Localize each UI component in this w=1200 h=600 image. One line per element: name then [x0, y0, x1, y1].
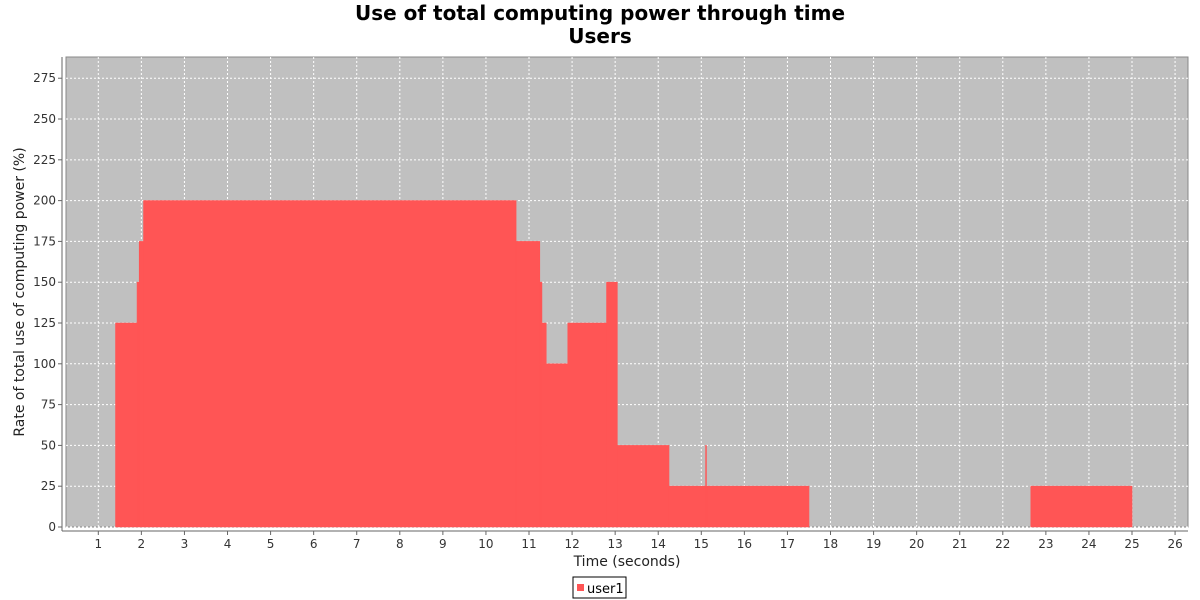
y-tick-label: 150	[33, 275, 56, 289]
x-tick-label: 4	[224, 537, 232, 551]
x-tick-label: 13	[608, 537, 623, 551]
legend-box	[572, 576, 627, 599]
x-tick-label: 25	[1124, 537, 1139, 551]
x-tick-label: 14	[651, 537, 666, 551]
x-tick-label: 24	[1081, 537, 1096, 551]
y-tick-label: 125	[33, 316, 56, 330]
series-area-user1	[115, 200, 1133, 528]
x-tick-label: 5	[267, 537, 275, 551]
y-tick-label: 250	[33, 112, 56, 126]
x-tick-label: 10	[478, 537, 493, 551]
y-tick-label: 100	[33, 357, 56, 371]
x-tick-label: 9	[439, 537, 447, 551]
legend-label-user1: user1	[587, 582, 624, 597]
legend-swatch-user1	[577, 584, 584, 591]
y-tick-label: 200	[33, 194, 56, 208]
y-tick-label: 175	[33, 234, 56, 248]
x-tick-label: 23	[1038, 537, 1053, 551]
x-tick-label: 6	[310, 537, 318, 551]
y-tick-label: 25	[41, 479, 56, 493]
x-tick-label: 17	[780, 537, 795, 551]
x-tick-label: 19	[866, 537, 881, 551]
y-tick-label: 225	[33, 153, 56, 167]
x-tick-label: 16	[737, 537, 752, 551]
x-tick-label: 15	[694, 537, 709, 551]
x-tick-label: 26	[1167, 537, 1182, 551]
y-axis-label: Rate of total use of computing power (%)	[12, 147, 28, 436]
y-tick-label: 275	[33, 71, 56, 85]
x-tick-label: 20	[909, 537, 924, 551]
x-axis-label: Time (seconds)	[573, 554, 681, 570]
x-tick-label: 22	[995, 537, 1010, 551]
y-tick-label: 0	[48, 520, 56, 534]
x-tick-label: 1	[94, 537, 102, 551]
chart-subtitle: Users	[568, 24, 631, 48]
x-tick-label: 7	[353, 537, 361, 551]
y-tick-label: 50	[41, 438, 56, 452]
chart-title: Use of total computing power through tim…	[355, 1, 845, 25]
x-tick-label: 11	[521, 537, 536, 551]
axes	[58, 57, 1188, 535]
series-layer	[115, 200, 1133, 528]
x-tick-label: 18	[823, 537, 838, 551]
x-tick-label: 3	[181, 537, 189, 551]
legend: user1	[572, 576, 627, 599]
x-tick-label: 12	[564, 537, 579, 551]
x-tick-label: 21	[952, 537, 967, 551]
x-tick-label: 8	[396, 537, 404, 551]
tick-labels: 1 2 3 4 5 6 7 8 9 10 11 12 13 14 15 16 17 18 19 20 21 22 23 24 2…	[33, 71, 1183, 551]
x-tick-label: 2	[138, 537, 146, 551]
y-tick-label: 75	[41, 398, 56, 412]
